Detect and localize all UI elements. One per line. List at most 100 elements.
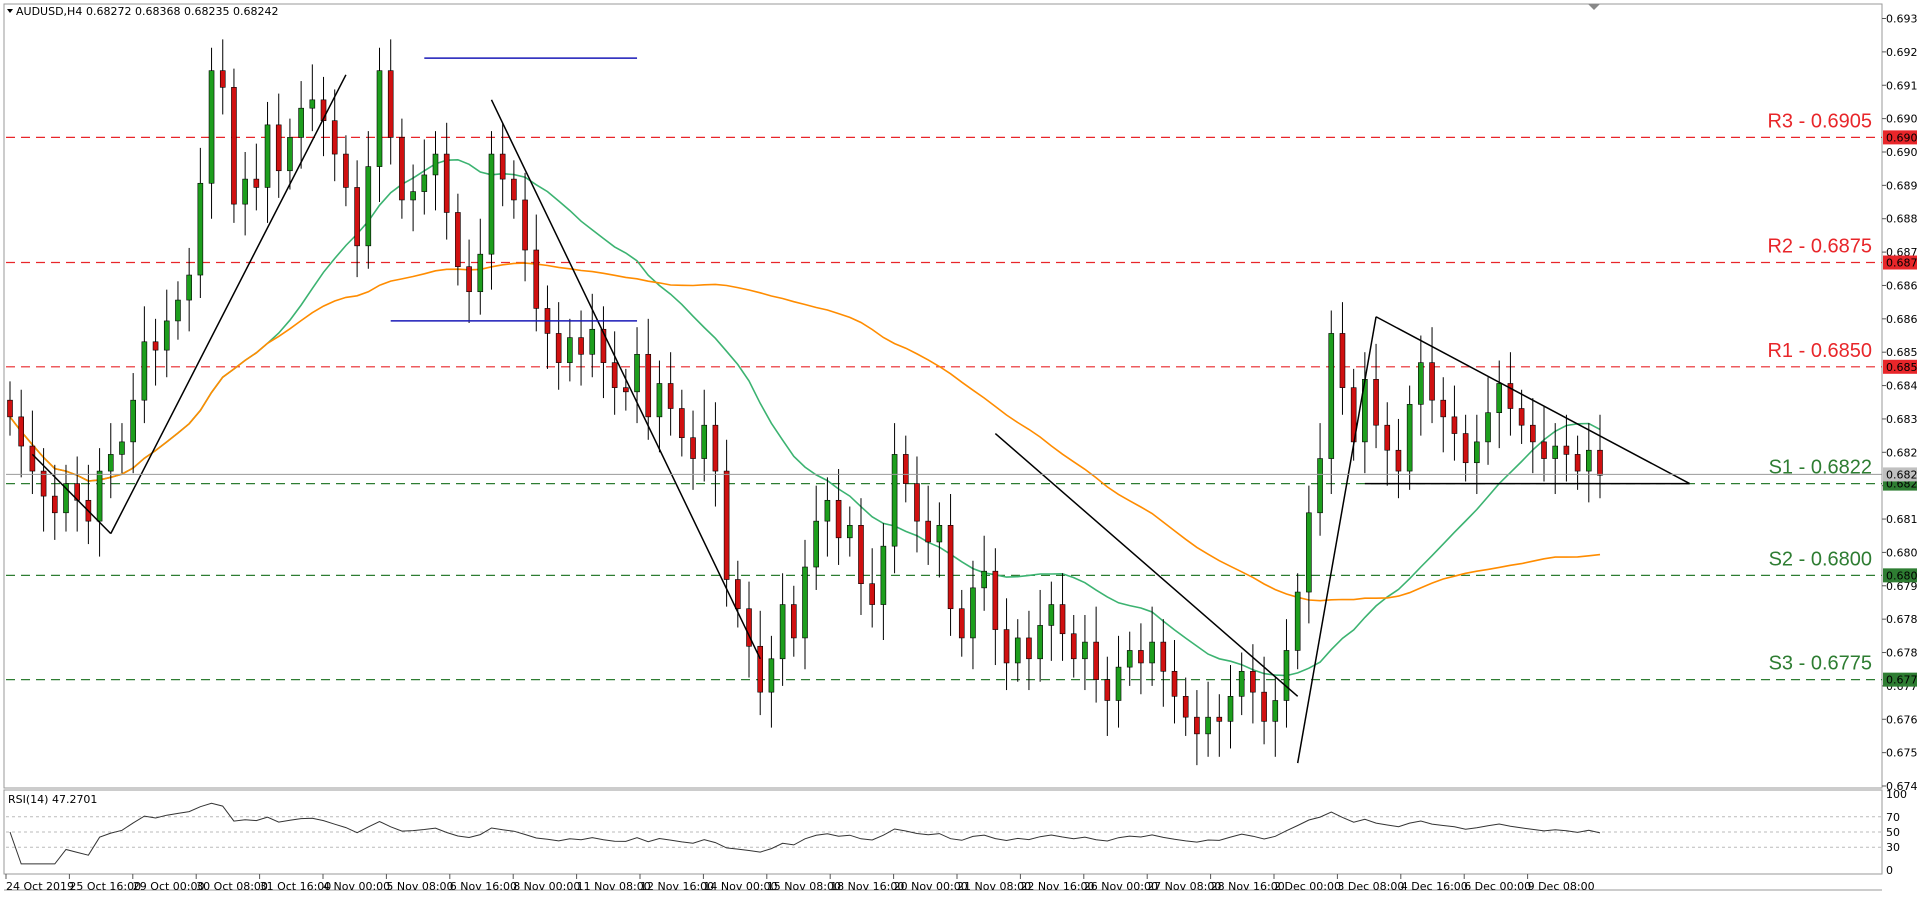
price-tags: 0.690500.687500.685000.682200.680000.677… xyxy=(1883,130,1918,687)
time-tick-label: 30 Oct 08:00 xyxy=(196,880,268,893)
candle-body xyxy=(1339,333,1346,388)
candle-body xyxy=(925,520,931,543)
candle-body xyxy=(902,454,909,484)
candle-body xyxy=(1093,641,1099,680)
candle-body xyxy=(107,454,114,472)
candle-body xyxy=(7,399,13,418)
rsi-tick-label: 50 xyxy=(1886,826,1900,839)
candle-body xyxy=(96,470,103,522)
price-tick-label: 0.68295 xyxy=(1886,446,1918,459)
trendlines xyxy=(6,57,1882,764)
time-tick-label: 28 Nov 16:00 xyxy=(1211,880,1285,893)
time-tick-label: 4 Nov 00:00 xyxy=(323,880,390,893)
candle-body xyxy=(947,525,954,610)
candle-body xyxy=(1518,408,1525,426)
level-price-tag-bg xyxy=(1883,568,1917,583)
level-label: R3 - 0.6905 xyxy=(1767,110,1872,132)
candle-body xyxy=(746,608,752,647)
ma-short-line xyxy=(9,158,1601,677)
candle-body xyxy=(533,249,540,309)
candle-body xyxy=(208,70,215,184)
candle-body xyxy=(309,99,316,109)
candle-body xyxy=(690,437,696,459)
ma-long-line xyxy=(9,262,1601,602)
candle-body xyxy=(1238,670,1245,697)
candle-body xyxy=(1406,404,1413,472)
candle-body xyxy=(253,178,260,188)
current-price-tag: 0.68242 xyxy=(1886,468,1918,481)
candle-body xyxy=(365,166,372,247)
candle-body xyxy=(1306,512,1312,593)
moving-averages xyxy=(9,158,1601,677)
candle-body xyxy=(958,608,965,639)
level-price-tag: 0.68000 xyxy=(1886,569,1918,582)
candle-body xyxy=(387,70,394,138)
candle-body xyxy=(1474,441,1480,464)
time-tick-label: 29 Oct 00:00 xyxy=(133,880,205,893)
candle-body xyxy=(1563,445,1570,455)
price-tick-label: 0.67975 xyxy=(1886,580,1918,593)
candle-body xyxy=(51,495,58,514)
candle-body xyxy=(130,399,136,443)
candle-body xyxy=(1059,604,1066,635)
rsi-line xyxy=(9,802,1601,865)
level-label: S3 - 0.6775 xyxy=(1769,653,1872,675)
candle-body xyxy=(567,337,573,363)
time-tick-label: 20 Nov 00:00 xyxy=(894,880,968,893)
candle-body xyxy=(1541,441,1547,459)
candle-body xyxy=(656,383,663,418)
candle-body xyxy=(242,178,248,205)
candle-body xyxy=(275,124,282,172)
candle-body xyxy=(1171,670,1178,697)
rsi-tick-label: 30 xyxy=(1886,841,1900,854)
candle-body xyxy=(1104,679,1111,701)
candle-body xyxy=(1418,362,1424,405)
level-price-tag: 0.68500 xyxy=(1886,361,1918,374)
candle-body xyxy=(1026,637,1032,660)
time-tick-label: 2 Dec 00:00 xyxy=(1274,880,1341,893)
rsi-tick-label: 100 xyxy=(1886,788,1907,801)
level-label: S2 - 0.6800 xyxy=(1769,548,1872,570)
candle-body xyxy=(1384,424,1391,451)
menu-triangle-icon[interactable] xyxy=(7,9,13,13)
price-tick-label: 0.67895 xyxy=(1886,613,1918,626)
price-tick-label: 0.69335 xyxy=(1886,13,1918,26)
price-tick-label: 0.68615 xyxy=(1886,313,1918,326)
candle-body xyxy=(499,153,506,180)
candle-body xyxy=(354,187,360,247)
candle-body xyxy=(1451,416,1458,434)
candle-body xyxy=(1261,691,1267,722)
level-price-tag: 0.69050 xyxy=(1886,131,1918,144)
scroll-marker-icon[interactable] xyxy=(1588,4,1600,10)
candle-body xyxy=(1283,650,1290,701)
time-tick-label: 6 Nov 16:00 xyxy=(450,880,517,893)
price-tick-label: 0.67575 xyxy=(1886,747,1918,760)
level-price-tag: 0.68750 xyxy=(1886,257,1918,270)
time-tick-label: 11 Nov 08:00 xyxy=(577,880,651,893)
candle-body xyxy=(791,604,797,639)
time-tick-label: 6 Dec 00:00 xyxy=(1464,880,1531,893)
candle-body xyxy=(880,545,887,605)
candle-body xyxy=(29,445,36,472)
time-tick-label: 8 Nov 00:00 xyxy=(513,880,580,893)
candle-body xyxy=(1115,666,1122,701)
candle-body xyxy=(119,441,125,455)
time-tick-label: 24 Oct 2019 xyxy=(6,880,74,893)
candle-body xyxy=(1048,604,1055,626)
candle-body xyxy=(667,383,674,409)
rsi-tick-label: 0 xyxy=(1886,864,1893,877)
level-label: R2 - 0.6875 xyxy=(1767,236,1872,258)
candle-body xyxy=(1597,449,1603,476)
time-tick-label: 9 Dec 08:00 xyxy=(1528,880,1595,893)
level-label: R1 - 0.6850 xyxy=(1767,340,1872,362)
candle-body xyxy=(331,120,338,155)
candle-body xyxy=(600,328,607,363)
price-tick-label: 0.68855 xyxy=(1886,213,1918,226)
candle-body xyxy=(320,99,327,122)
candle-body xyxy=(1037,625,1043,660)
candle-body xyxy=(343,153,349,188)
candle-body xyxy=(891,454,898,547)
current-price-tag-bg xyxy=(1883,467,1917,482)
price-tick-label: 0.68455 xyxy=(1886,380,1918,393)
